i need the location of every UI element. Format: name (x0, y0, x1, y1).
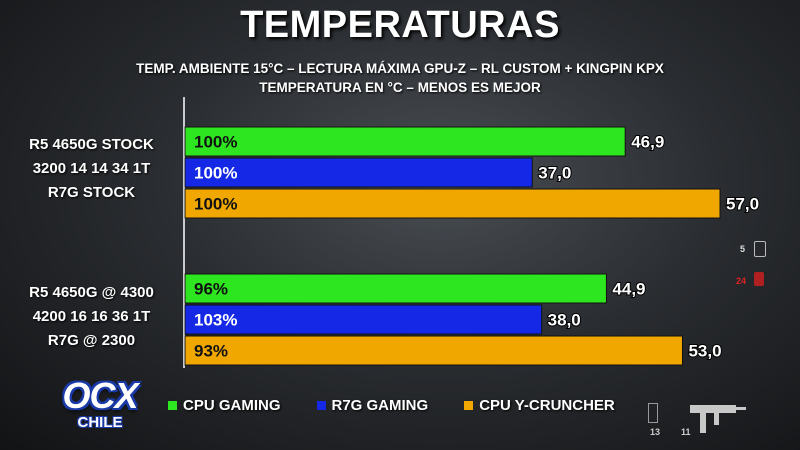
legend-item-cpu-ycruncher: CPU Y-CRUNCHER (464, 397, 615, 414)
legend-swatch-r7g-gaming (316, 401, 326, 410)
bar-value-label: 37,0 (538, 164, 571, 183)
group-label-oc: R5 4650G @ 4300 4200 16 16 36 1T R7G @ 2… (29, 284, 154, 349)
magazine-icon (648, 403, 658, 423)
bar-inner-label: 103% (194, 311, 237, 330)
chart-subtitle-2: TEMPERATURA EN °C – MENOS ES MEJOR (259, 80, 541, 95)
hud-reserve: 11 (681, 427, 691, 437)
bar-r7g-gaming-group-1 (184, 157, 533, 188)
bar-value-label: 38,0 (548, 311, 581, 330)
hud-ammo-b: 24 (736, 276, 747, 286)
bar-r7g-gaming-group-2 (184, 304, 543, 335)
chart-title: TEMPERATURAS (240, 4, 560, 46)
bar-inner-label: 96% (194, 280, 228, 299)
ocx-chile-logo: OCX CHILE (62, 375, 138, 432)
legend-item-r7g-gaming: R7G GAMING (316, 397, 428, 414)
bar-value-label: 46,9 (631, 133, 664, 152)
bar-cpu-gaming-group-2 (184, 273, 607, 304)
hud-ammo-a: 5 (740, 244, 746, 254)
hud-clip: 13 (650, 427, 661, 437)
bar-inner-label: 100% (194, 133, 237, 152)
group-label-stock: R5 4650G STOCK 3200 14 14 34 1T R7G STOC… (29, 136, 154, 201)
shell-icon-red (754, 272, 764, 286)
legend-swatch-cpu-ycruncher (464, 401, 474, 410)
bar-cpu-y-cruncher-group-2 (184, 335, 683, 366)
bar-inner-label: 93% (194, 342, 228, 361)
chart-subtitle-1: TEMP. AMBIENTE 15°C – LECTURA MÁXIMA GPU… (136, 61, 664, 76)
bar-value-label: 44,9 (612, 280, 645, 299)
bar-inner-label: 100% (194, 164, 237, 183)
bar-value-label: 57,0 (726, 195, 759, 214)
legend-item-cpu-gaming: CPU GAMING (168, 397, 281, 414)
bar-cpu-y-cruncher-group-1 (184, 188, 721, 219)
bar-inner-label: 100% (194, 195, 237, 214)
legend-swatch-cpu-gaming (168, 401, 177, 410)
shell-icon (754, 241, 766, 257)
bar-value-label: 53,0 (688, 342, 721, 361)
legend: CPU GAMING R7G GAMING CPU Y-CRUNCHER (168, 397, 651, 414)
bar-cpu-gaming-group-1 (184, 126, 626, 157)
